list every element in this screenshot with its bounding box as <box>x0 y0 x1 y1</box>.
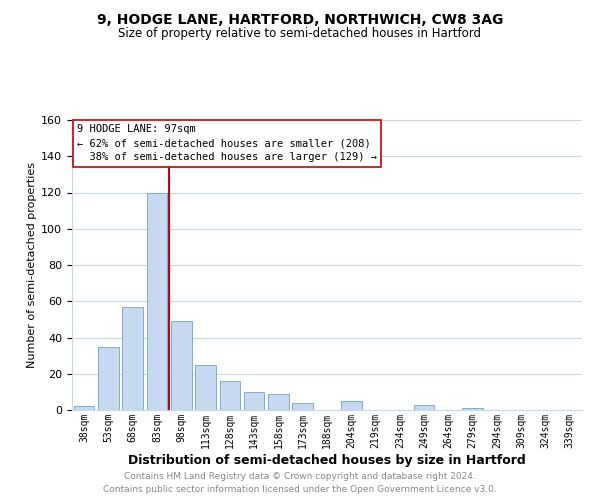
Y-axis label: Number of semi-detached properties: Number of semi-detached properties <box>27 162 37 368</box>
Bar <box>98 346 119 410</box>
Bar <box>268 394 289 410</box>
Text: Contains HM Land Registry data © Crown copyright and database right 2024.: Contains HM Land Registry data © Crown c… <box>124 472 476 481</box>
Bar <box>292 403 313 410</box>
Bar <box>341 401 362 410</box>
Bar <box>414 404 434 410</box>
Text: 9 HODGE LANE: 97sqm
← 62% of semi-detached houses are smaller (208)
  38% of sem: 9 HODGE LANE: 97sqm ← 62% of semi-detach… <box>77 124 377 162</box>
X-axis label: Distribution of semi-detached houses by size in Hartford: Distribution of semi-detached houses by … <box>128 454 526 466</box>
Bar <box>220 381 240 410</box>
Bar <box>244 392 265 410</box>
Bar <box>195 364 216 410</box>
Bar <box>146 192 167 410</box>
Text: Contains public sector information licensed under the Open Government Licence v3: Contains public sector information licen… <box>103 485 497 494</box>
Bar <box>122 306 143 410</box>
Text: 9, HODGE LANE, HARTFORD, NORTHWICH, CW8 3AG: 9, HODGE LANE, HARTFORD, NORTHWICH, CW8 … <box>97 12 503 26</box>
Bar <box>171 321 191 410</box>
Text: Size of property relative to semi-detached houses in Hartford: Size of property relative to semi-detach… <box>119 28 482 40</box>
Bar <box>463 408 483 410</box>
Bar <box>74 406 94 410</box>
